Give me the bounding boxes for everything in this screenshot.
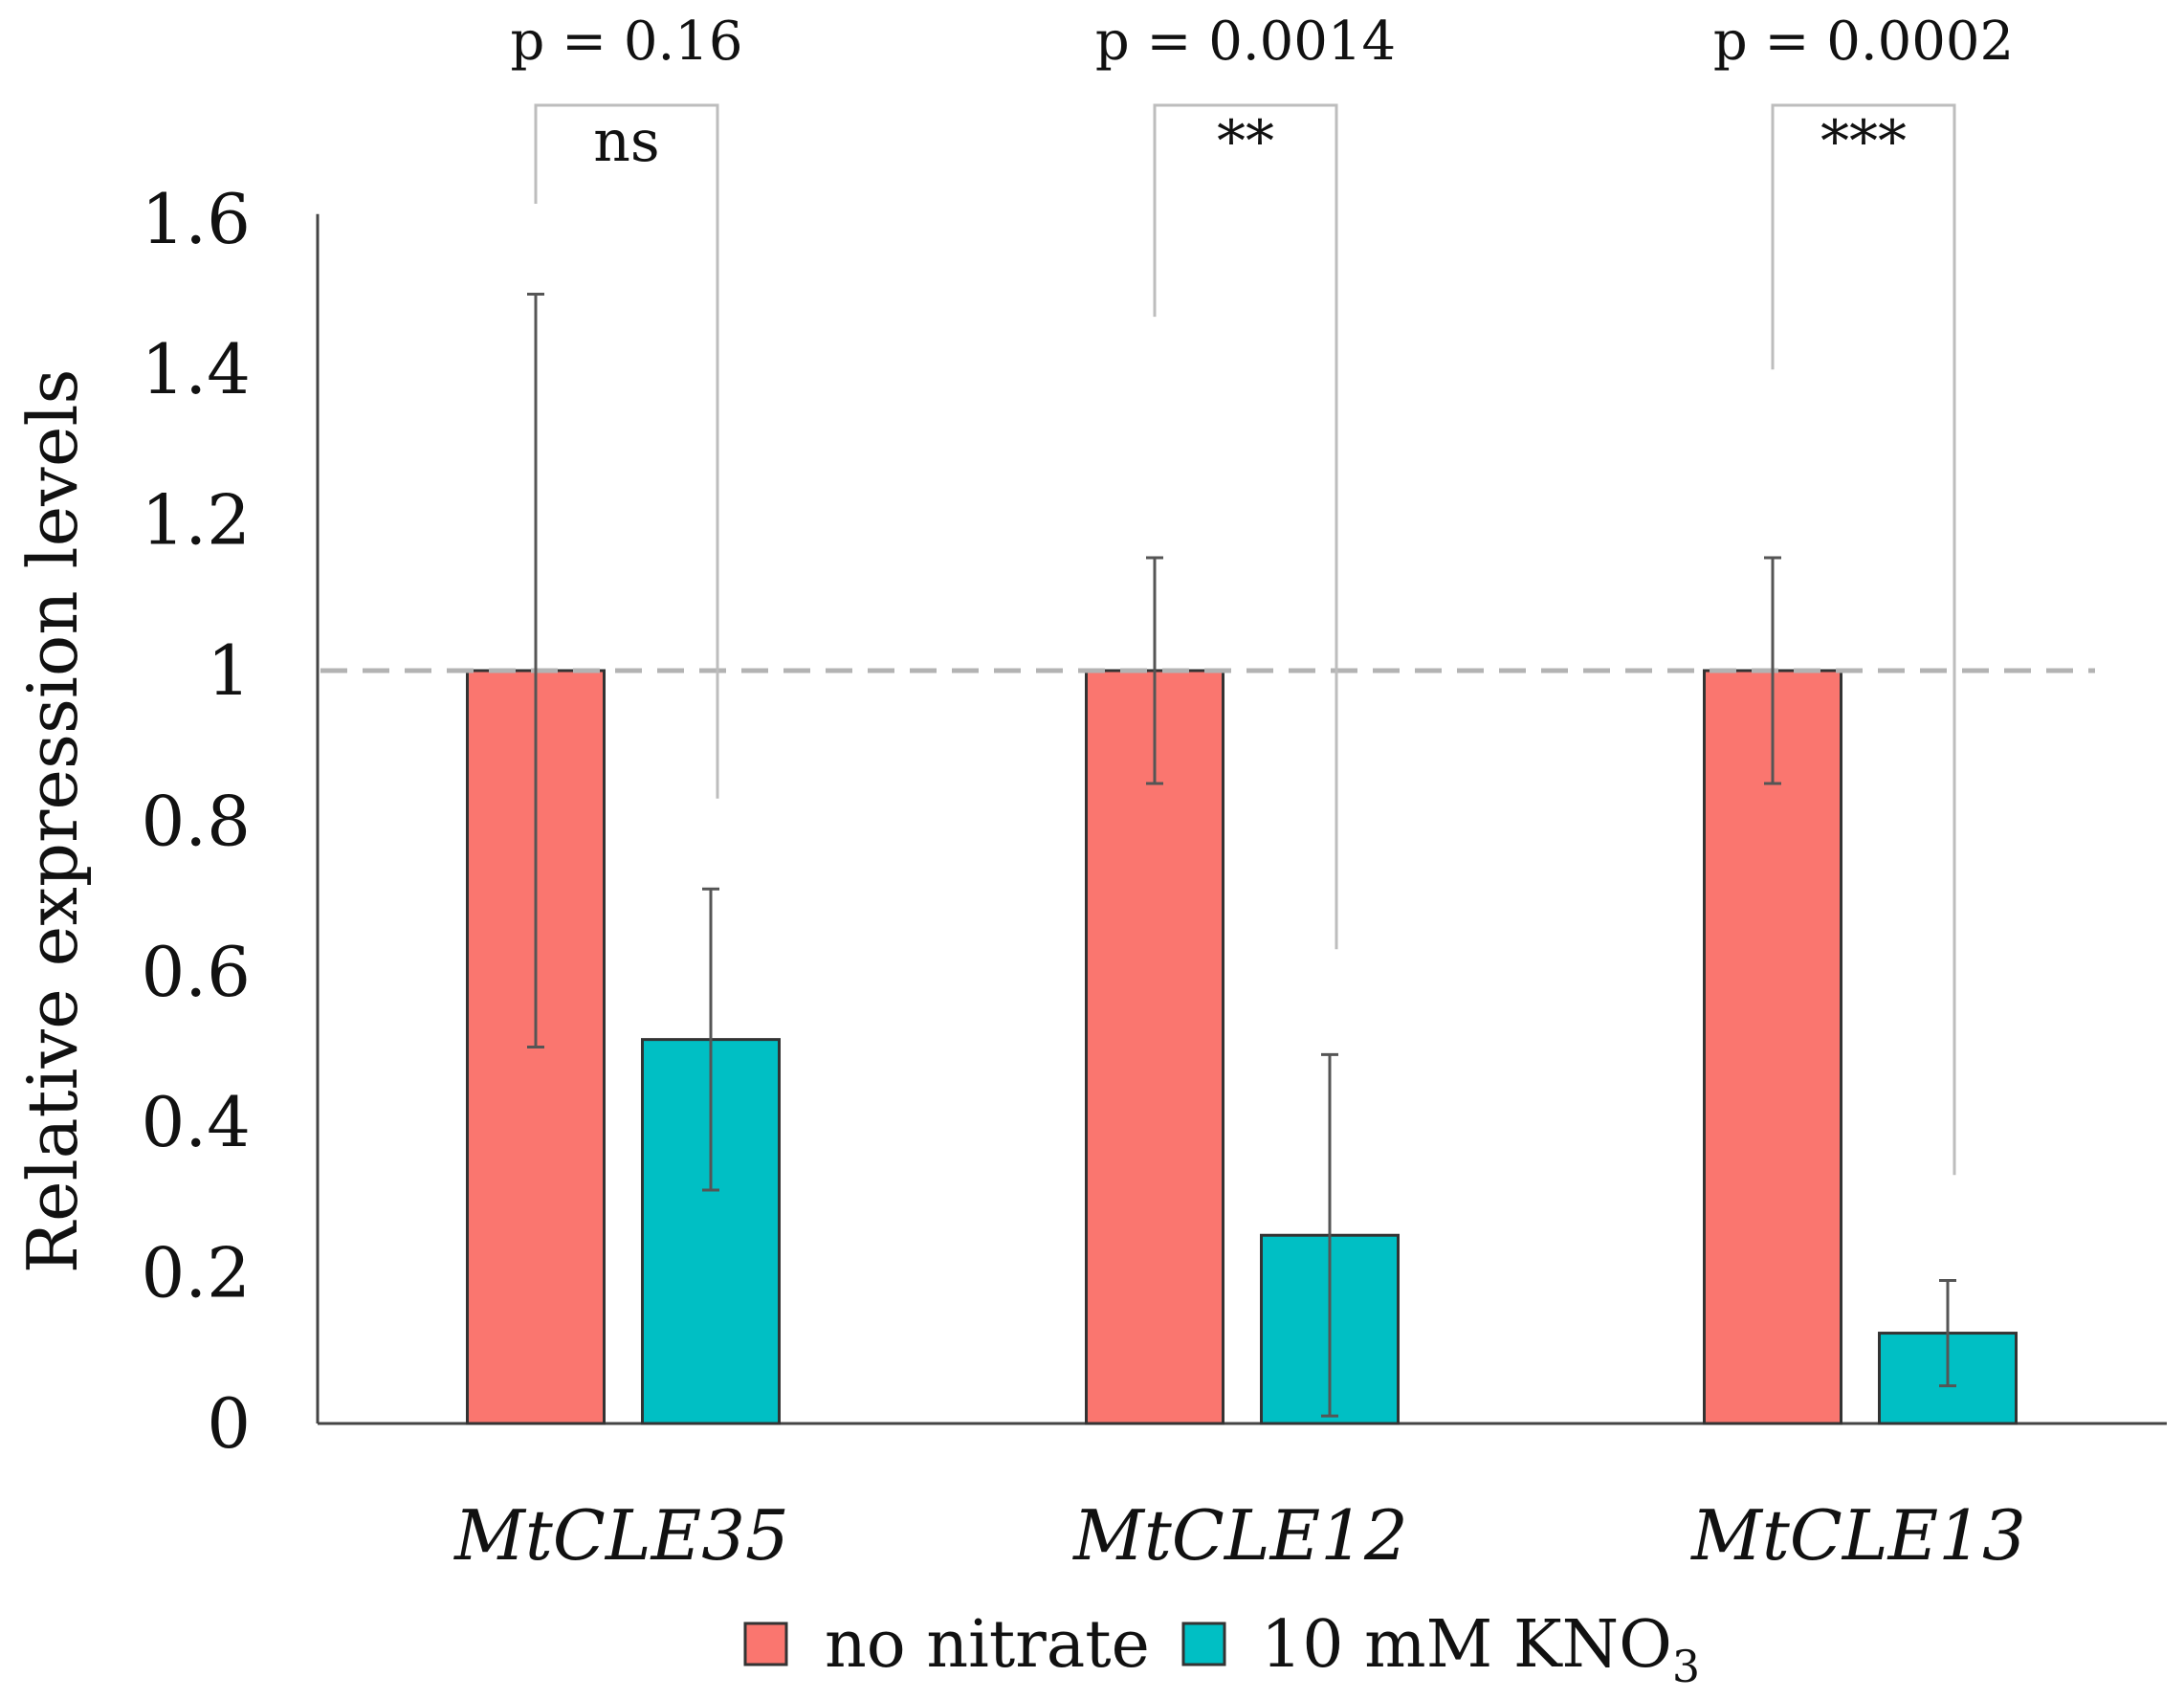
- y-axis-title: Relative expression levels: [12, 369, 93, 1274]
- y-tick-label: 1.4: [141, 329, 251, 409]
- y-tick-label: 0.6: [141, 932, 251, 1012]
- significance-label: ***: [1820, 108, 1907, 175]
- p-value-label: p = 0.0014: [1095, 11, 1396, 73]
- y-tick-label: 1.2: [141, 480, 251, 561]
- legend-label-kno3-main: 10 mM KNO: [1261, 1607, 1672, 1683]
- significance-label: **: [1217, 108, 1274, 175]
- significance-bracket: [534, 103, 719, 799]
- y-tick-label: 1: [207, 630, 251, 711]
- bar-no-nitrate-MtCLE13: [1703, 669, 1842, 1425]
- legend-swatch-kno3: [1181, 1622, 1226, 1666]
- p-value-label: p = 0.0002: [1713, 11, 2014, 73]
- y-tick-label: 1.6: [141, 179, 251, 259]
- x-category-label: MtCLE35: [452, 1495, 789, 1576]
- significance-label: ns: [593, 108, 659, 175]
- y-tick-label: 0.8: [141, 781, 251, 861]
- y-tick-label: 0: [207, 1383, 251, 1464]
- legend-label-kno3: 10 mM KNO3: [1261, 1607, 1700, 1692]
- significance-bracket: [1153, 103, 1338, 950]
- x-category-label: MtCLE12: [1071, 1495, 1408, 1576]
- legend-label-no-nitrate: no nitrate: [825, 1607, 1150, 1683]
- significance-bracket: [1771, 103, 1956, 1176]
- legend-swatch-no-nitrate: [743, 1622, 788, 1666]
- y-tick-label: 0.2: [141, 1233, 251, 1313]
- p-value-label: p = 0.16: [510, 11, 742, 73]
- y-tick-label: 0.4: [141, 1082, 251, 1162]
- legend-label-kno3-subscript: 3: [1672, 1641, 1700, 1692]
- x-category-label: MtCLE13: [1689, 1495, 2026, 1576]
